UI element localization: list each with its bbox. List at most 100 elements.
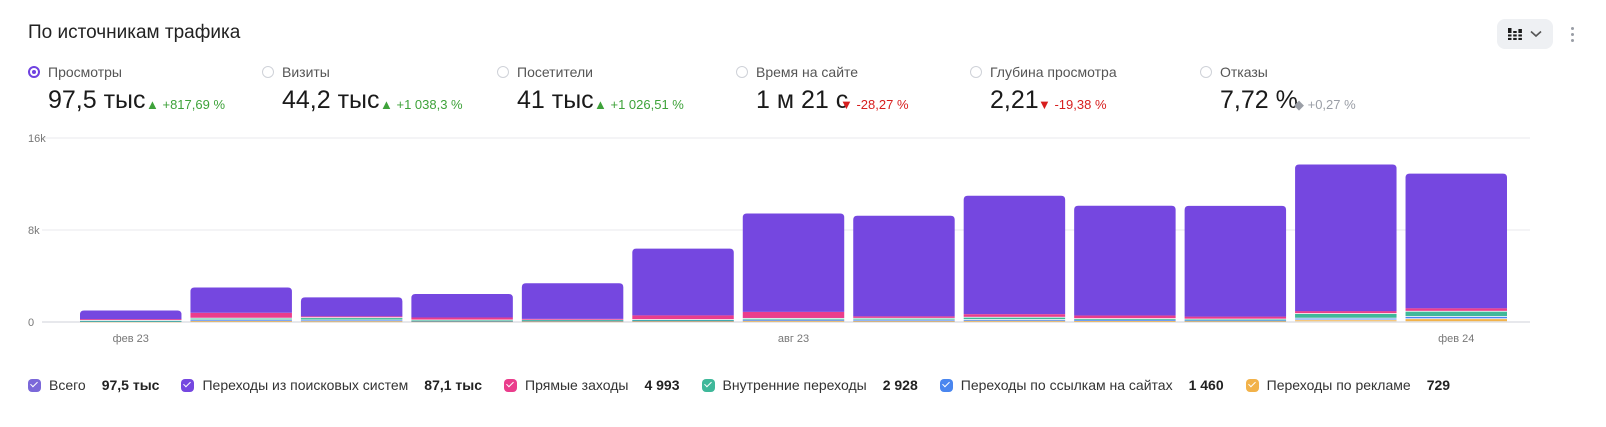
legend-label: Переходы по ссылкам на сайтах bbox=[960, 377, 1173, 393]
legend-value: 1 460 bbox=[1188, 377, 1224, 393]
legend-value: 87,1 тыс bbox=[424, 377, 483, 393]
metric-label: Посетители bbox=[517, 64, 593, 80]
bar-segment bbox=[300, 318, 403, 320]
stacked-bar-icon bbox=[1508, 28, 1522, 40]
legend-checkbox-icon[interactable] bbox=[701, 378, 715, 392]
bar-segment bbox=[300, 297, 403, 317]
metric-radio[interactable] bbox=[736, 66, 748, 78]
metric-value: 7,72 % bbox=[1220, 86, 1298, 114]
bar-segment bbox=[853, 318, 955, 320]
legend-item[interactable]: Всего 97,5 тыс bbox=[28, 377, 159, 393]
metric-delta: ▼ -19,38 % bbox=[1038, 97, 1107, 112]
bar-segment bbox=[411, 320, 513, 322]
bar-segment bbox=[411, 317, 513, 320]
bar-segment bbox=[521, 318, 624, 320]
bar-segment bbox=[1405, 316, 1507, 319]
bar-segment bbox=[411, 321, 513, 323]
legend-value: 97,5 тыс bbox=[101, 377, 160, 393]
metric-delta: ▲ +1 026,51 % bbox=[594, 97, 684, 112]
bar-segment bbox=[521, 320, 624, 321]
bar-segment bbox=[1074, 320, 1176, 321]
legend-checkbox-icon[interactable] bbox=[939, 378, 953, 392]
metric-radio[interactable] bbox=[970, 66, 982, 78]
metric-value: 44,2 тыс bbox=[282, 86, 380, 114]
bar-segment bbox=[411, 320, 513, 322]
legend-label: Переходы по рекламе bbox=[1266, 377, 1411, 393]
y-tick-label: 8k bbox=[28, 225, 40, 237]
bar-segment bbox=[963, 314, 1066, 317]
bar-segment bbox=[1184, 205, 1287, 317]
legend-item[interactable]: Переходы по рекламе 729 bbox=[1245, 377, 1451, 393]
chevron-down-icon bbox=[1530, 30, 1542, 38]
metric-label: Глубина просмотра bbox=[990, 64, 1117, 80]
metric-value: 97,5 тыс bbox=[48, 86, 146, 114]
bar-segment bbox=[632, 319, 734, 321]
metric-label: Визиты bbox=[282, 64, 330, 80]
metric-tab[interactable]: Просмотры 97,5 тыс ▲ +817,69 % bbox=[28, 64, 268, 120]
x-tick-label: авг 23 bbox=[778, 333, 809, 345]
legend-checkbox-icon[interactable] bbox=[28, 378, 41, 392]
bar-segment bbox=[1184, 316, 1287, 319]
legend-checkbox-icon[interactable] bbox=[504, 378, 518, 392]
bar-segment bbox=[1184, 319, 1287, 321]
traffic-sources-chart: 0 8k 16k фев 23 авг 23 фев 24 bbox=[28, 133, 1530, 345]
legend-item[interactable]: Переходы из поисковых систем 87,1 тыс bbox=[181, 377, 482, 393]
legend-checkbox-icon[interactable] bbox=[181, 378, 195, 392]
bar-segment bbox=[1405, 319, 1507, 322]
bar-segment bbox=[300, 320, 403, 322]
legend-checkbox-icon[interactable] bbox=[1245, 378, 1259, 392]
bar-segment bbox=[80, 310, 182, 320]
more-vertical-icon[interactable] bbox=[1566, 22, 1578, 46]
legend-label: Прямые заходы bbox=[525, 377, 629, 393]
y-tick-label: 0 bbox=[28, 317, 34, 329]
bar-segment bbox=[80, 320, 182, 322]
metric-tab[interactable]: Глубина просмотра 2,21 ▼ -19,38 % bbox=[970, 64, 1210, 120]
legend-label: Переходы из поисковых систем bbox=[202, 377, 409, 393]
metric-tab[interactable]: Время на сайте 1 м 21 с ▼ -28,27 % bbox=[736, 64, 976, 120]
legend-item[interactable]: Прямые заходы 4 993 bbox=[504, 377, 680, 393]
metric-label: Время на сайте bbox=[756, 64, 859, 80]
bar-segment bbox=[963, 317, 1066, 320]
bar-segment bbox=[632, 315, 734, 320]
metric-radio[interactable] bbox=[28, 66, 40, 78]
bar-segment bbox=[190, 287, 292, 313]
bar-segment bbox=[963, 319, 1066, 321]
bar-segment bbox=[1405, 311, 1507, 317]
x-tick-label: фев 24 bbox=[1438, 333, 1474, 345]
legend-item[interactable]: Переходы по ссылкам на сайтах 1 460 bbox=[939, 377, 1224, 393]
bar-segment bbox=[300, 316, 403, 318]
legend-item[interactable]: Внутренние переходы 2 928 bbox=[701, 377, 918, 393]
bar-segment bbox=[1074, 319, 1176, 320]
bar-segment bbox=[1295, 320, 1397, 322]
chart-type-switch[interactable] bbox=[1497, 19, 1553, 49]
metric-radio[interactable] bbox=[1200, 66, 1212, 78]
metric-delta: ▼ -28,27 % bbox=[840, 97, 909, 112]
bar-segment bbox=[742, 319, 845, 321]
bar-segment bbox=[632, 321, 734, 322]
bar-segment bbox=[963, 320, 1066, 322]
legend-label: Всего bbox=[49, 377, 86, 393]
metric-tab[interactable]: Посетители 41 тыс ▲ +1 026,51 % bbox=[497, 64, 737, 120]
bar-segment bbox=[1295, 164, 1397, 312]
bar-segment bbox=[190, 318, 292, 320]
metric-delta: ◆ +0,27 % bbox=[1294, 97, 1356, 112]
bar-segment bbox=[411, 293, 513, 318]
bar-segment bbox=[521, 320, 624, 322]
bar-segment bbox=[521, 283, 624, 319]
metric-radio[interactable] bbox=[497, 66, 509, 78]
bar-segment bbox=[853, 316, 955, 318]
bar-segment bbox=[1074, 205, 1176, 316]
metric-tab[interactable]: Отказы 7,72 % ◆ +0,27 % bbox=[1200, 64, 1440, 120]
metric-value: 41 тыс bbox=[517, 86, 594, 114]
bar-segment bbox=[300, 321, 403, 323]
metric-delta: ▲ +817,69 % bbox=[146, 97, 226, 112]
bar-segment bbox=[1074, 320, 1176, 322]
bar-segment bbox=[1405, 308, 1507, 311]
chart-legend: Всего 97,5 тыс Переходы из поисковых систе… bbox=[28, 376, 1472, 394]
bar-segment bbox=[853, 320, 955, 322]
metric-tab[interactable]: Визиты 44,2 тыс ▲ +1 038,3 % bbox=[262, 64, 502, 120]
legend-value: 729 bbox=[1426, 377, 1451, 393]
bar-segment bbox=[632, 320, 734, 322]
metric-value: 1 м 21 с bbox=[756, 86, 849, 114]
metric-radio[interactable] bbox=[262, 66, 274, 78]
